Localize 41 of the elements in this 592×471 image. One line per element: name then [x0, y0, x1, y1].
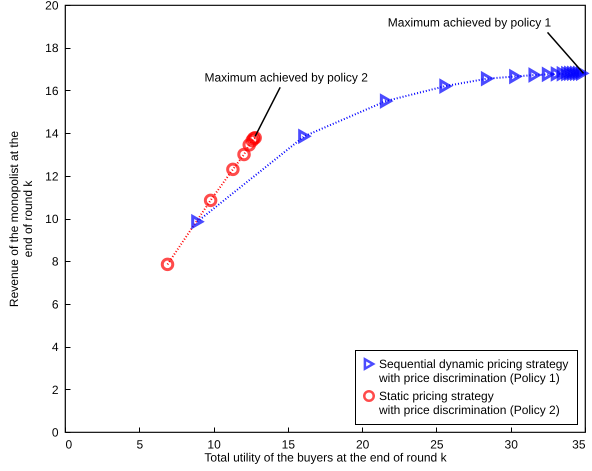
- point: [573, 66, 586, 80]
- x-tick-label: 0: [66, 438, 72, 452]
- annotation: Maximum achieved by policy 2: [204, 70, 368, 84]
- x-tick-label: 25: [430, 438, 444, 452]
- x-tick-label: 30: [504, 438, 518, 452]
- y-tick-label: 6: [52, 297, 59, 312]
- point: [380, 94, 392, 108]
- y-tick-label: 20: [45, 0, 59, 12]
- point: [191, 214, 204, 228]
- x-tick-label: 10: [207, 438, 222, 452]
- point: [480, 72, 493, 86]
- y-tick-label: 12: [45, 169, 59, 184]
- x-tick-label: 5: [136, 438, 144, 452]
- point: [237, 148, 251, 162]
- point: [509, 70, 522, 84]
- point: [298, 130, 310, 144]
- point: [439, 79, 452, 93]
- x-tick-label: 20: [356, 438, 370, 452]
- y-tick-label: 2: [52, 382, 59, 397]
- legend-label: Sequential dynamic pricing strategy with price discrimination (Policy 1): [378, 357, 568, 385]
- legend-label: Static pricing strategy with price discrimination (Policy 2): [378, 389, 560, 417]
- point: [160, 258, 174, 272]
- y-tick-label: 4: [52, 340, 59, 354]
- point: [242, 138, 256, 152]
- point: [204, 194, 218, 208]
- y-axis-title: Revenue of the monopolist at the end of round k: [7, 130, 36, 308]
- annotation: Maximum achieved by policy 1: [388, 15, 552, 30]
- point: [542, 68, 554, 82]
- point: [570, 66, 582, 80]
- x-tick-label: 35: [572, 438, 586, 452]
- y-tick-label: 18: [45, 41, 59, 56]
- x-axis-title: Total utility of the buyers at the end of round k: [204, 450, 448, 464]
- y-tick-label: 10: [45, 212, 59, 226]
- point: [528, 68, 541, 82]
- y-tick-label: 0: [52, 426, 59, 440]
- point: [550, 67, 563, 81]
- y-tick-label: 14: [45, 126, 59, 141]
- x-tick-label: 15: [282, 438, 296, 452]
- y-tick-label: 16: [45, 84, 59, 98]
- point: [226, 162, 240, 176]
- y-tick-label: 8: [52, 254, 59, 269]
